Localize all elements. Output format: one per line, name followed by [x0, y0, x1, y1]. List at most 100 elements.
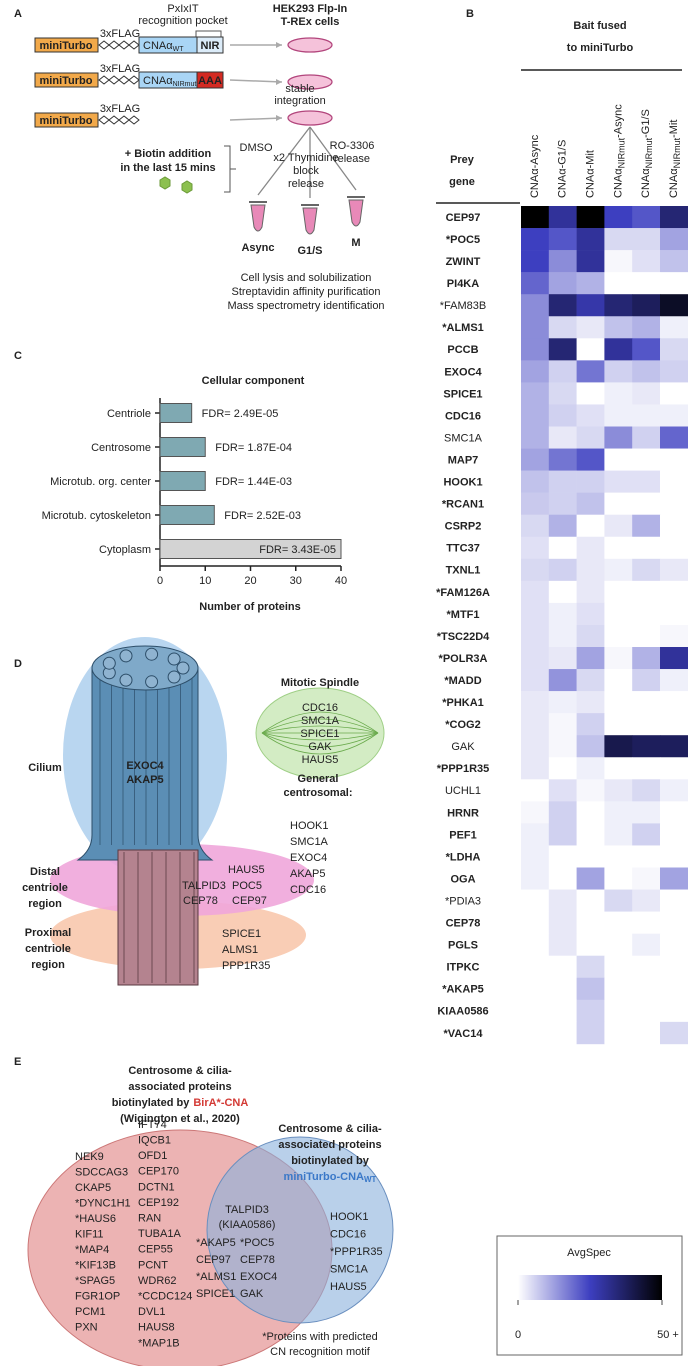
heat-cell: [660, 514, 688, 538]
microtubule-end: [102, 656, 116, 670]
heat-cell: [521, 691, 550, 714]
heat-cell: [576, 294, 605, 317]
dish: [287, 110, 333, 126]
treatment-label: release: [334, 153, 370, 165]
cilium-gene: EXOC4: [126, 760, 164, 772]
column-label: CNAα-G1/S: [557, 140, 569, 198]
row-label: *FAM126A: [436, 587, 490, 599]
proximal-label: centriole: [25, 943, 71, 955]
heat-cell: [632, 713, 661, 736]
linker: [118, 75, 130, 85]
heat-cell: [660, 580, 688, 604]
heat-cell: [548, 801, 577, 824]
venn-gene: NEK9: [75, 1151, 104, 1163]
venn-gene: DVL1: [138, 1306, 166, 1318]
heat-cell: [548, 448, 577, 471]
row-label: *LDHA: [446, 851, 481, 863]
heat-cell: [521, 404, 550, 427]
pocket-bracket: [195, 30, 222, 38]
heat-cell: [604, 779, 633, 802]
category-label: Cytoplasm: [99, 544, 151, 556]
column-text: CNAα: [612, 168, 624, 198]
column-label: CNAα-Async: [529, 134, 541, 198]
heat-cell: [632, 691, 661, 714]
panel-label: C: [14, 350, 22, 362]
heat-cell: [548, 889, 577, 912]
motif-box: [196, 36, 224, 54]
general-gene: AKAP5: [290, 868, 325, 880]
heat-cell: [604, 713, 633, 736]
heat-cell: [576, 779, 605, 802]
heat-cell: [604, 536, 633, 560]
heat-cell: [576, 889, 605, 912]
heat-cell: [660, 360, 688, 383]
column-label: CNAαNIRmut-Async: [612, 104, 626, 198]
heat-cell: [548, 536, 577, 560]
motif-label: NIR: [201, 40, 220, 52]
heat-cell: [521, 624, 550, 648]
venn-gene: PCM1: [75, 1306, 106, 1318]
heat-cell: [660, 558, 688, 582]
heat-cell: [576, 492, 605, 515]
heat-cell: [632, 228, 661, 251]
microtubule-end: [145, 675, 159, 689]
minitrubo-box: [34, 72, 99, 88]
heat-cell: [521, 206, 550, 229]
heat-cell: [521, 647, 550, 670]
heat-cell: [576, 580, 605, 604]
cna-sub: NIRmut: [173, 81, 197, 88]
heat-cell: [521, 492, 550, 515]
heat-cell: [576, 801, 605, 824]
left-title-citation: (Wigington et al., 2020): [120, 1113, 240, 1125]
heatmap-title: to miniTurbo: [567, 42, 634, 54]
column-sub: NIRmut: [672, 137, 682, 168]
heat-cell: [632, 382, 661, 405]
bar: [159, 403, 193, 423]
heat-cell: [576, 713, 605, 736]
heat-cell: [604, 470, 633, 493]
venn-gene: HAUS8: [138, 1322, 175, 1334]
heat-cell: [576, 691, 605, 714]
heat-cell: [604, 338, 633, 361]
heat-cell: [660, 713, 688, 736]
distal-gene: HAUS5: [228, 864, 265, 876]
heat-cell: [632, 1021, 661, 1045]
proximal-gene: SPICE1: [222, 928, 261, 940]
pocket-label: recognition pocket: [138, 15, 227, 27]
construct-tag: miniTurbo: [40, 115, 93, 127]
linker: [128, 115, 140, 125]
venn-gene: IQCB1: [138, 1135, 171, 1147]
heat-cell: [632, 823, 661, 846]
shared-gene: CEP97: [196, 1254, 231, 1266]
heat-cell: [521, 470, 550, 493]
heat-cell: [632, 955, 661, 979]
heat-cell: [521, 338, 550, 361]
heat-cell: [576, 448, 605, 471]
heat-cell: [660, 845, 688, 868]
general-title: General: [298, 773, 339, 785]
heat-cell: [521, 448, 550, 471]
heat-cell: [660, 294, 688, 317]
heat-cell: [576, 338, 605, 361]
heat-cell: [576, 470, 605, 493]
minitrubo-box: [34, 112, 99, 128]
heat-cell: [660, 470, 688, 493]
heat-cell: [660, 647, 688, 670]
heat-cell: [660, 492, 688, 515]
heat-cell: [576, 757, 605, 780]
heat-cell: [548, 426, 577, 449]
venn-gene: TUBA1A: [138, 1228, 181, 1240]
heat-cell: [521, 779, 550, 802]
heat-cell: [632, 757, 661, 780]
heat-cell: [604, 360, 633, 383]
heat-cell: [576, 845, 605, 868]
row-label: PGLS: [448, 940, 478, 952]
left-title: associated proteins: [128, 1081, 231, 1093]
heat-cell: [660, 1021, 688, 1045]
general-gene: SMC1A: [290, 836, 329, 848]
spindle-gene: HAUS5: [302, 754, 339, 766]
heat-cell: [632, 624, 661, 648]
proximal-gene: PPP1R35: [222, 960, 270, 972]
heat-cell: [604, 558, 633, 582]
column-sub: NIRmut: [644, 137, 654, 168]
